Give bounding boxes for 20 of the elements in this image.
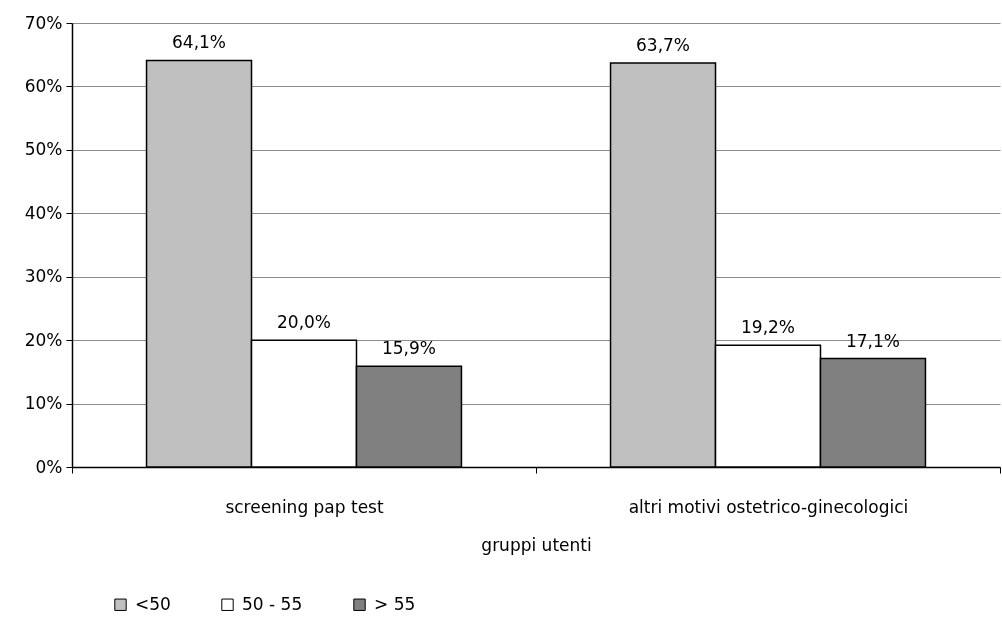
y-tick-label: 50% — [24, 139, 63, 160]
x-tick-label: screening pap test — [225, 496, 384, 517]
data-label: 20,0% — [276, 312, 332, 333]
y-tick-label: 0% — [35, 456, 63, 477]
data-label: 17,1% — [845, 330, 900, 351]
legend-label: <50 — [135, 593, 171, 614]
y-tick-label: 20% — [24, 329, 63, 350]
legend-label: > 55 — [374, 593, 416, 614]
data-label: 15,9% — [381, 338, 436, 359]
y-tick-label: 40% — [24, 202, 63, 223]
x-tick-label: altri motivi ostetrico-ginecologici — [628, 496, 909, 517]
data-label: 64,1% — [172, 32, 227, 53]
y-tick-label: 70% — [24, 12, 63, 33]
legend-label: 50 - 55 — [242, 593, 303, 614]
y-tick-label: 30% — [24, 266, 63, 287]
y-tick-label: 10% — [24, 393, 63, 414]
data-label: 19,2% — [740, 317, 796, 338]
y-tick-label: 60% — [24, 75, 63, 96]
x-axis-title: gruppi utenti — [481, 534, 592, 555]
data-label: 63,7% — [636, 34, 691, 55]
